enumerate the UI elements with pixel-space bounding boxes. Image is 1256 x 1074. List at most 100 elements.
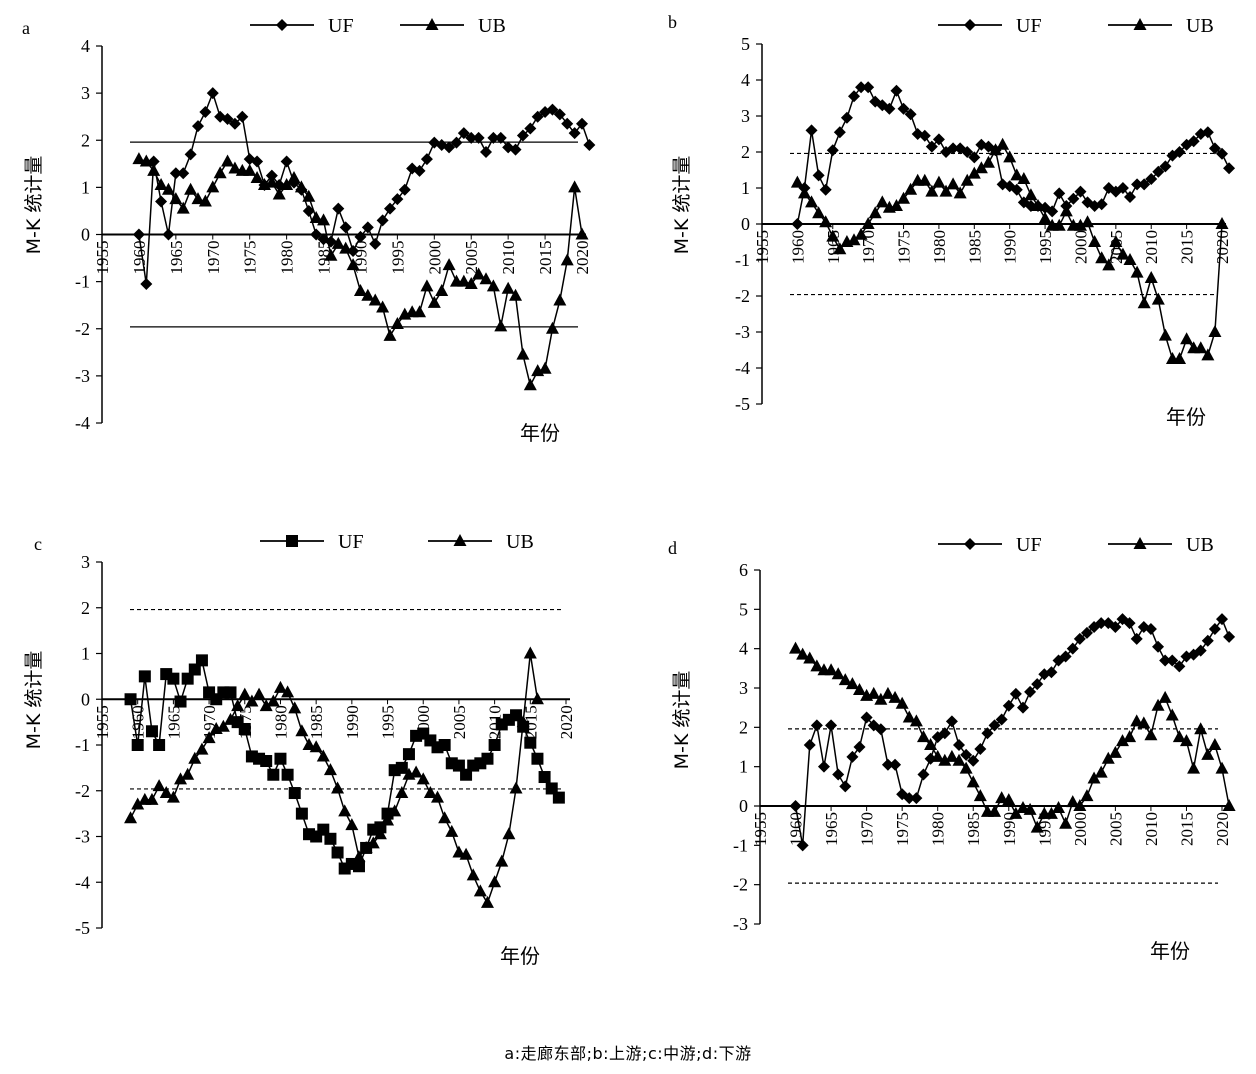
panel-d-point-ub [902, 710, 916, 723]
panel-a-point-uf [561, 117, 574, 130]
panel-a-point-uf [516, 129, 529, 142]
panel-d-point-uf [1009, 687, 1022, 700]
panel-b-x-tick-label: 1955 [753, 230, 772, 264]
panel-d-y-tick-label: 0 [739, 796, 748, 816]
panel-a-point-uf [568, 127, 581, 140]
panel-d-point-ub [888, 690, 902, 703]
figure-caption: a:走廊东部;b:上游;c:中游;d:下游 [0, 1040, 1256, 1064]
panel-d-point-ub [1101, 751, 1115, 764]
panel-d-x-tick-label: 1970 [858, 812, 877, 846]
panel-d-point-uf [796, 839, 809, 852]
panel-b-legend-uf: UF [938, 15, 1042, 37]
panel-d-point-ub [1208, 738, 1222, 751]
panel-d-point-ub [1108, 745, 1122, 758]
panel-d-point-uf [1130, 632, 1143, 645]
panel-a-x-title: 年份 [520, 421, 560, 445]
panel-c-point-ub [416, 772, 430, 785]
panel-c-y-tick-label: -2 [75, 781, 90, 801]
panel-a-point-uf [398, 183, 411, 196]
panel-c-point-uf [295, 807, 308, 820]
panel-a-point-uf [391, 193, 404, 206]
panel-d-x-tick-label: 2000 [1071, 812, 1090, 846]
panel-c-point-uf [524, 736, 537, 749]
panel-a-point-uf [443, 141, 456, 154]
panel-d-point-ub [881, 686, 895, 699]
panel-b-y-tick-label: 5 [741, 34, 750, 54]
panel-a-point-uf [376, 214, 389, 227]
panel-d-point-ub [916, 730, 930, 743]
panel-c-legend-ub: UB [428, 531, 534, 553]
panel-b-point-uf [848, 90, 860, 103]
panel-b-point-ub [939, 184, 953, 197]
panel-b-point-ub [1052, 218, 1066, 231]
panel-a-point-ub [198, 194, 212, 207]
panel-b-legend-label: UB [1186, 15, 1214, 37]
panel-c-point-ub [202, 731, 216, 744]
panel-c-point-ub [452, 845, 466, 858]
panel-c-point-ub [395, 786, 409, 799]
panel-d-point-ub [924, 738, 938, 751]
panel-c-x-tick-label: 1980 [271, 705, 290, 739]
panel-b-point-ub [974, 161, 988, 174]
panel-d-label: d [668, 538, 677, 558]
panel-a-point-ub [390, 317, 404, 330]
panel-a-point-ub [486, 279, 500, 292]
panel-d-point-ub [945, 749, 959, 762]
panel-d-point-uf [1166, 654, 1179, 667]
panel-b-point-ub [1031, 199, 1045, 211]
panel-d-point-uf [945, 715, 958, 728]
panel-b-point-uf [855, 81, 868, 94]
panel-a-point-uf [228, 117, 241, 130]
panel-d-x-tick-label: 2010 [1142, 812, 1161, 846]
panel-d-point-ub [931, 749, 945, 762]
panel-b-point-uf [1067, 192, 1080, 205]
panel-b-y-tick-label: -2 [735, 286, 750, 306]
panel-a-point-ub [568, 180, 582, 193]
panel-a-point-ub [516, 347, 530, 360]
panel-a-point-ub [317, 213, 331, 226]
panel-b-point-uf [1116, 182, 1129, 194]
panel-a-point-ub [169, 192, 183, 205]
panel-c-x-title: 年份 [500, 944, 540, 968]
panel-c-point-ub [238, 687, 252, 700]
panel-d-legend-marker [1133, 537, 1147, 549]
panel-d-y-tick-label: 5 [739, 599, 748, 619]
panel-d-point-uf [789, 800, 802, 812]
panel-c-point-ub [431, 790, 445, 803]
panel-d-point-ub [1158, 690, 1172, 703]
panel-d-x-tick-label: 2020 [1213, 812, 1232, 846]
panel-d-point-ub [1080, 789, 1094, 802]
panel-c-point-ub [288, 701, 302, 714]
panel-d-legend-marker [964, 538, 976, 550]
panel-d-y-tick-label: -1 [733, 835, 748, 855]
panel-d-y-tick-label: 6 [739, 560, 748, 580]
panel-c-point-ub [530, 692, 544, 705]
panel-a-x-tick-label: 2020 [573, 241, 592, 275]
panel-c-point-ub [152, 779, 166, 792]
panel-a-y-title: M-K 统计量 [23, 156, 45, 255]
panel-a-point-uf [177, 167, 190, 180]
panel-a-point-ub [523, 378, 537, 391]
panel-b-point-ub [1116, 247, 1130, 260]
panel-b-series-uf [791, 81, 1236, 230]
panel-b-point-ub [805, 195, 819, 208]
panel-d-point-uf [953, 739, 966, 752]
panel-b-point-ub [1038, 211, 1052, 224]
panel-b-point-ub [1088, 235, 1102, 247]
panel-c-point-ub [445, 824, 459, 837]
panel-c-point-ub [381, 813, 395, 826]
panel-d-point-ub [867, 686, 881, 699]
panel-a-point-ub [538, 361, 552, 374]
panel-a-y-tick-label: 2 [81, 130, 90, 150]
panel-b-point-uf [925, 140, 938, 153]
panel-b-x-tick-label: 1995 [1036, 230, 1055, 264]
panel-c-point-uf [510, 709, 523, 722]
panel-b-x-tick-label: 2010 [1142, 230, 1161, 264]
panel-d-point-ub [1016, 800, 1030, 813]
panel-b-point-ub [1201, 348, 1215, 361]
panel-a-point-uf [265, 169, 278, 182]
panel-b-label: b [668, 12, 677, 32]
panel-d-point-ub [988, 804, 1002, 817]
panel-d-point-ub [1087, 771, 1101, 784]
